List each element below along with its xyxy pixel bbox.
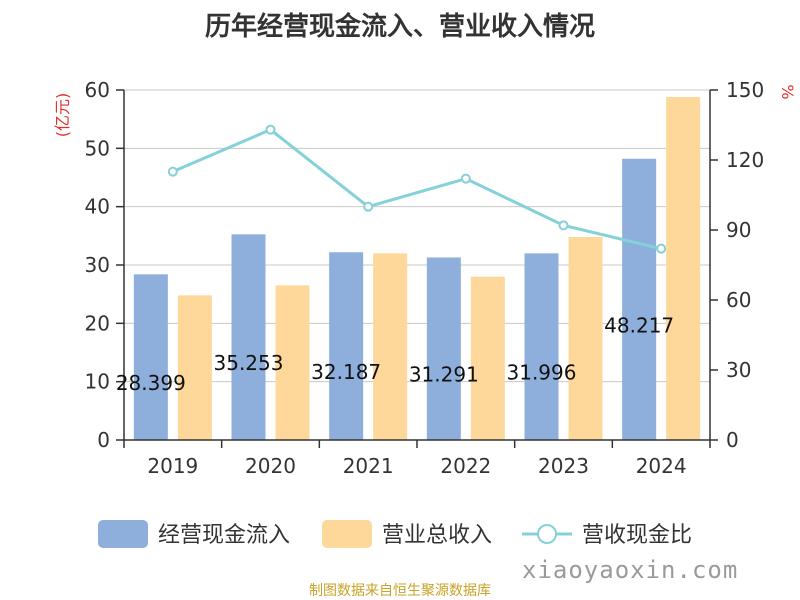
ratio-point bbox=[265, 124, 276, 135]
y-right-tick-label: 150 bbox=[726, 78, 764, 102]
x-tick-label: 2023 bbox=[538, 454, 589, 478]
legend-swatch bbox=[322, 520, 372, 548]
bar-series bbox=[133, 97, 701, 440]
bar bbox=[329, 252, 364, 440]
ratio-point bbox=[460, 173, 471, 184]
bar-data-label: 48.217 bbox=[604, 313, 674, 337]
bar bbox=[524, 253, 559, 440]
y-right-tick-label: 90 bbox=[726, 218, 751, 242]
chart-title: 历年经营现金流入、营业收入情况 bbox=[204, 12, 595, 42]
x-tick-label: 2019 bbox=[147, 454, 198, 478]
legend-label: 营业总收入 bbox=[382, 523, 492, 548]
bar-data-label: 35.253 bbox=[214, 351, 284, 375]
bar bbox=[568, 237, 603, 440]
x-tick-label: 2024 bbox=[636, 454, 687, 478]
bar-data-label: 32.187 bbox=[311, 360, 381, 384]
y-right-tick-label: 120 bbox=[726, 148, 764, 172]
bar bbox=[231, 234, 266, 440]
x-tick-label: 2020 bbox=[245, 454, 296, 478]
legend-label: 经营现金流入 bbox=[158, 523, 290, 548]
bar bbox=[133, 274, 168, 440]
ratio-point bbox=[363, 201, 374, 212]
legend-marker bbox=[537, 524, 557, 544]
gridlines bbox=[124, 89, 710, 383]
y-right-unit-label: % bbox=[778, 84, 797, 99]
data-labels: 28.399 35.253 32.187 31.291 31.996 48.217 bbox=[116, 313, 674, 395]
axes bbox=[116, 89, 718, 448]
bar-data-label: 31.996 bbox=[507, 361, 577, 385]
legend-swatch bbox=[98, 520, 148, 548]
y-left-tick-label: 50 bbox=[85, 136, 110, 160]
ratio-point bbox=[558, 220, 569, 231]
tick-labels: 0 10 20 30 40 50 60 0 30 60 90 120 150 2019 2020 2021 20… bbox=[85, 78, 765, 478]
y-left-tick-label: 60 bbox=[85, 78, 110, 102]
legend-label: 营收现金比 bbox=[582, 523, 692, 548]
watermark: xiaoyaoxin.com bbox=[522, 556, 739, 584]
x-tick-label: 2022 bbox=[440, 454, 491, 478]
ratio-line bbox=[167, 124, 667, 254]
y-right-tick-label: 60 bbox=[726, 288, 751, 312]
y-left-tick-label: 10 bbox=[85, 370, 110, 394]
bar bbox=[426, 257, 461, 440]
ratio-line-path bbox=[172, 127, 662, 251]
bar-data-label: 31.291 bbox=[409, 363, 479, 387]
ratio-point bbox=[167, 166, 178, 177]
y-right-tick-label: 30 bbox=[726, 358, 751, 382]
y-left-tick-label: 0 bbox=[97, 428, 110, 452]
y-left-tick-label: 30 bbox=[85, 253, 110, 277]
bar bbox=[666, 97, 701, 440]
bar bbox=[177, 295, 212, 440]
source-note: 制图数据来自恒生聚源数据库 bbox=[309, 583, 491, 599]
ratio-point bbox=[656, 243, 667, 254]
bar bbox=[373, 253, 408, 440]
bar bbox=[622, 158, 657, 440]
bar bbox=[470, 276, 505, 440]
y-left-tick-label: 40 bbox=[85, 195, 110, 219]
bar-data-label: 28.399 bbox=[116, 371, 186, 395]
y-left-tick-label: 20 bbox=[85, 311, 110, 335]
legend: 经营现金流入 营业总收入 营收现金比 bbox=[98, 520, 692, 548]
bar bbox=[275, 285, 310, 440]
y-right-tick-label: 0 bbox=[726, 428, 739, 452]
y-left-unit-label: (亿元) bbox=[53, 93, 72, 138]
x-tick-label: 2021 bbox=[343, 454, 394, 478]
